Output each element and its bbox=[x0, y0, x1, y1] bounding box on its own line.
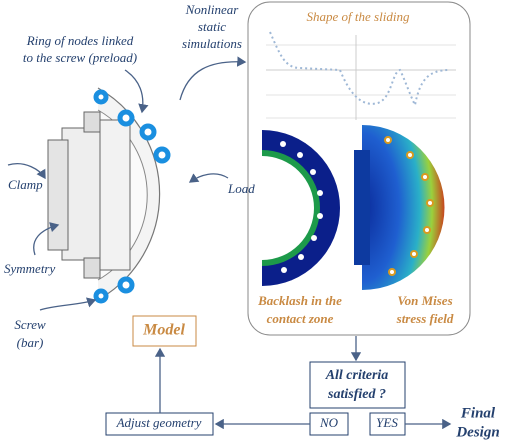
no-label: NO bbox=[319, 415, 339, 430]
model-label: Model bbox=[142, 322, 185, 339]
arrow bbox=[33, 222, 60, 256]
criteria-label: All criteria bbox=[325, 368, 389, 383]
criteria-label: satisfied ? bbox=[327, 387, 386, 402]
label: static bbox=[198, 19, 226, 34]
model-box bbox=[132, 315, 197, 347]
arrow bbox=[124, 69, 149, 114]
label: (bar) bbox=[17, 335, 44, 350]
backlash-result bbox=[262, 130, 340, 286]
label: Symmetry bbox=[4, 261, 55, 276]
final-label: Final bbox=[460, 405, 496, 421]
von-mises-result bbox=[354, 125, 445, 290]
final-label: Design bbox=[455, 424, 499, 440]
adjust-label: Adjust geometry bbox=[116, 415, 202, 430]
arrow bbox=[39, 297, 97, 311]
label: to the screw (preload) bbox=[23, 50, 137, 65]
label: Nonlinear bbox=[185, 2, 240, 17]
arrow bbox=[7, 163, 46, 180]
sliding-plot bbox=[266, 31, 456, 120]
label: stress field bbox=[396, 311, 454, 326]
criteria-box bbox=[309, 361, 406, 409]
label: Load bbox=[227, 181, 255, 196]
arrow bbox=[179, 56, 247, 101]
label: Clamp bbox=[8, 177, 43, 192]
label: Backlash in the bbox=[257, 293, 342, 308]
arrow bbox=[188, 173, 229, 183]
label: Screw bbox=[14, 317, 46, 332]
yes-label: YES bbox=[376, 415, 398, 430]
label: Ring of nodes linked bbox=[26, 33, 134, 48]
label: contact zone bbox=[267, 311, 334, 326]
label: Von Mises bbox=[397, 293, 452, 308]
label: simulations bbox=[182, 36, 242, 51]
model-geometry bbox=[47, 87, 171, 304]
plot-title: Shape of the sliding bbox=[307, 9, 410, 24]
